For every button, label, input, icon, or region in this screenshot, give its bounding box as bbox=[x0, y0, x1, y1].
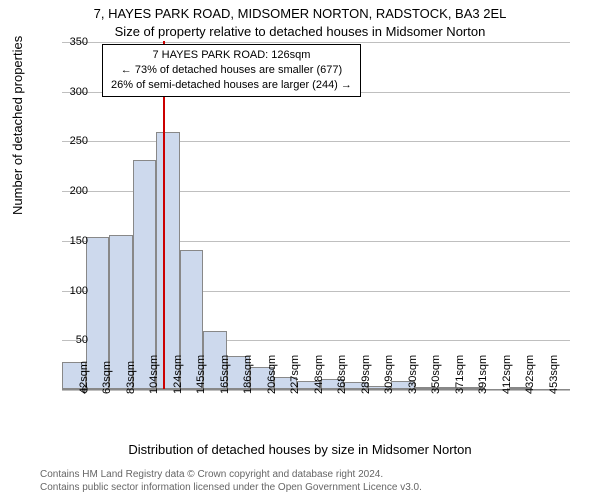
footer-line1: Contains HM Land Registry data © Crown c… bbox=[40, 468, 422, 481]
xtick-label: 83sqm bbox=[125, 361, 137, 394]
ytick-label: 50 bbox=[76, 334, 88, 346]
footer: Contains HM Land Registry data © Crown c… bbox=[40, 468, 422, 494]
xtick-label: 42sqm bbox=[78, 361, 90, 394]
xtick-label: 63sqm bbox=[101, 361, 113, 394]
xtick-label: 309sqm bbox=[383, 355, 395, 394]
ytick-label: 200 bbox=[70, 185, 88, 197]
xtick-label: 268sqm bbox=[336, 355, 348, 394]
footer-line2: Contains public sector information licen… bbox=[40, 481, 422, 494]
ytick-label: 250 bbox=[70, 135, 88, 147]
annotation-line3: 26% of semi-detached houses are larger (… bbox=[111, 78, 352, 93]
ytick-label: 350 bbox=[70, 36, 88, 48]
ytick-label: 100 bbox=[70, 285, 88, 297]
xtick-label: 453sqm bbox=[548, 355, 560, 394]
xtick-label: 289sqm bbox=[360, 355, 372, 394]
chart-title-sub: Size of property relative to detached ho… bbox=[0, 24, 600, 39]
xtick-label: 432sqm bbox=[524, 355, 536, 394]
histogram-bar bbox=[156, 132, 180, 389]
y-axis-label: Number of detached properties bbox=[10, 36, 25, 215]
xtick-label: 248sqm bbox=[313, 355, 325, 394]
x-axis-label: Distribution of detached houses by size … bbox=[0, 442, 600, 457]
xtick-label: 186sqm bbox=[242, 355, 254, 394]
xtick-label: 391sqm bbox=[477, 355, 489, 394]
xtick-label: 206sqm bbox=[266, 355, 278, 394]
gridline bbox=[62, 141, 570, 142]
xtick-label: 227sqm bbox=[289, 355, 301, 394]
xtick-label: 124sqm bbox=[172, 355, 184, 394]
xtick-label: 412sqm bbox=[501, 355, 513, 394]
annotation-line1: 7 HAYES PARK ROAD: 126sqm bbox=[111, 48, 352, 63]
xtick-label: 145sqm bbox=[195, 355, 207, 394]
xtick-label: 104sqm bbox=[148, 355, 160, 394]
annotation-box: 7 HAYES PARK ROAD: 126sqm ← 73% of detac… bbox=[102, 44, 361, 97]
ytick-label: 150 bbox=[70, 235, 88, 247]
xtick-label: 350sqm bbox=[430, 355, 442, 394]
gridline bbox=[62, 42, 570, 43]
chart-title-main: 7, HAYES PARK ROAD, MIDSOMER NORTON, RAD… bbox=[0, 6, 600, 21]
ytick-label: 300 bbox=[70, 86, 88, 98]
xtick-label: 165sqm bbox=[219, 355, 231, 394]
xtick-label: 330sqm bbox=[407, 355, 419, 394]
annotation-line2: ← 73% of detached houses are smaller (67… bbox=[111, 63, 352, 78]
xtick-label: 371sqm bbox=[454, 355, 466, 394]
chart-container: 7, HAYES PARK ROAD, MIDSOMER NORTON, RAD… bbox=[0, 0, 600, 500]
